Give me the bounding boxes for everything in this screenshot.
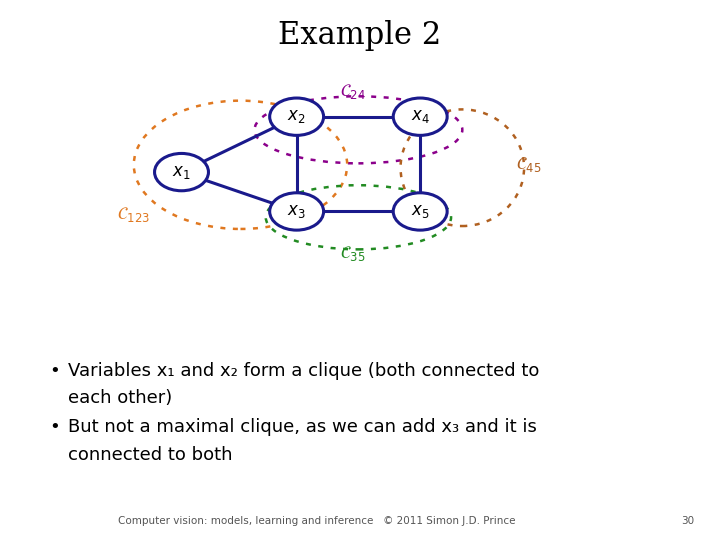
Text: Computer vision: models, learning and inference   © 2011 Simon J.D. Prince: Computer vision: models, learning and in… (118, 516, 516, 526)
Text: •: • (49, 362, 60, 380)
Text: Example 2: Example 2 (279, 19, 441, 51)
Ellipse shape (393, 98, 447, 136)
Text: connected to both: connected to both (68, 446, 233, 463)
Text: $\mathcal{C}_{35}$: $\mathcal{C}_{35}$ (340, 244, 366, 263)
Text: But not a maximal clique, as we can add x₃ and it is: But not a maximal clique, as we can add … (68, 418, 537, 436)
Text: $\mathcal{C}_{45}$: $\mathcal{C}_{45}$ (516, 156, 541, 174)
Ellipse shape (270, 98, 323, 136)
Text: $\mathcal{C}_{24}$: $\mathcal{C}_{24}$ (340, 83, 366, 102)
Text: $x_2$: $x_2$ (287, 108, 306, 125)
Text: $x_1$: $x_1$ (172, 164, 191, 180)
Text: each other): each other) (68, 389, 173, 407)
Text: 30: 30 (681, 516, 694, 526)
Text: $x_5$: $x_5$ (411, 203, 430, 220)
Text: $x_3$: $x_3$ (287, 203, 306, 220)
Ellipse shape (270, 193, 323, 230)
Text: $x_4$: $x_4$ (410, 108, 430, 125)
Text: Variables x₁ and x₂ form a clique (both connected to: Variables x₁ and x₂ form a clique (both … (68, 362, 540, 380)
Ellipse shape (393, 193, 447, 230)
Ellipse shape (155, 153, 209, 191)
Text: •: • (49, 418, 60, 436)
Text: $\mathcal{C}_{123}$: $\mathcal{C}_{123}$ (117, 205, 150, 224)
